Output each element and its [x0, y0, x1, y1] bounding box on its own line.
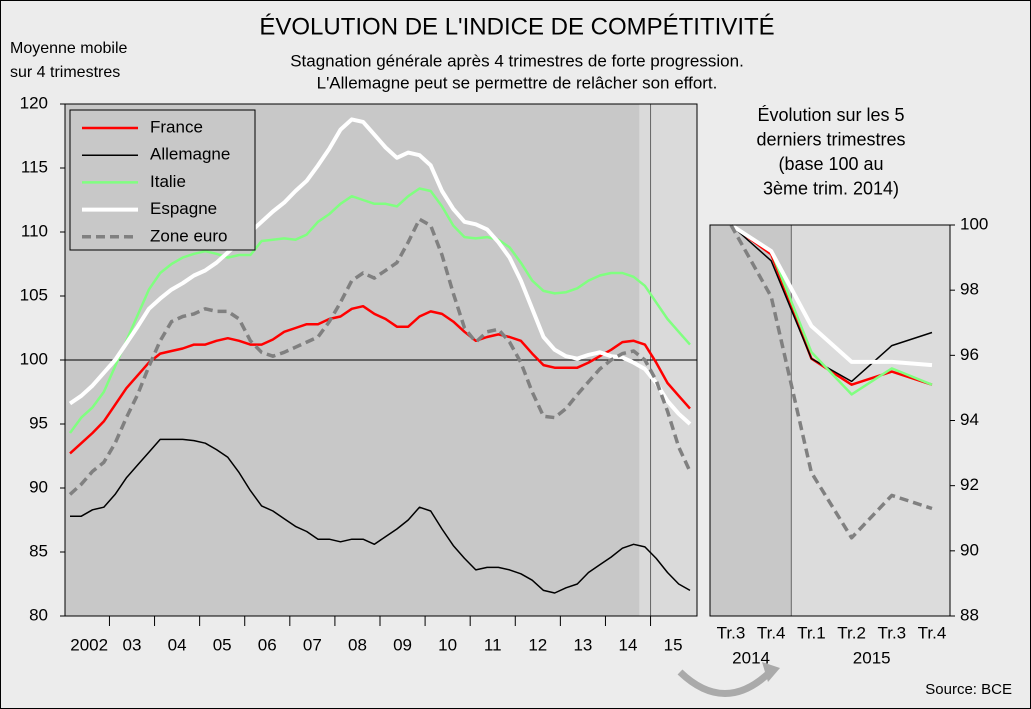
- chart-title: Évolution sur les 5: [757, 105, 904, 125]
- y-tick-label: 94: [960, 410, 979, 429]
- y-tick-label: 120: [20, 93, 48, 112]
- x-tick-label: 15: [664, 635, 683, 654]
- source: Source: BCE: [925, 681, 1012, 698]
- series-line: [729, 223, 933, 368]
- x-tick-label: Tr.4: [918, 623, 947, 642]
- subtitle: L'Allemagne peut se permettre de relâche…: [317, 73, 718, 92]
- x-tick-label: Tr.1: [797, 623, 826, 642]
- chart-title: (base 100 au: [778, 154, 883, 174]
- plot-frame: [64, 103, 698, 617]
- x-tick-label: 05: [213, 635, 232, 654]
- y-tick-label: 110: [21, 221, 48, 240]
- series-line: [730, 224, 933, 383]
- y-tick-label: 92: [960, 475, 979, 494]
- x-tick-label: 07: [303, 635, 322, 654]
- y-axis-label: Moyenne mobile: [10, 40, 128, 57]
- y-tick-label: 98: [960, 280, 979, 299]
- x-tick-label: 12: [528, 635, 547, 654]
- legend-label: France: [150, 117, 203, 136]
- y-tick-label: 88: [960, 605, 979, 624]
- y-tick-label: 90: [29, 477, 48, 496]
- legend-label: Italie: [150, 172, 186, 191]
- legend-label: Espagne: [150, 199, 217, 218]
- x-group-label: 2014: [732, 648, 770, 667]
- y-tick-label: 100: [20, 349, 48, 368]
- x-tick-label: 09: [393, 635, 412, 654]
- series-line: [68, 187, 691, 434]
- y-tick-label: 100: [960, 214, 988, 233]
- legend-label: Allemagne: [150, 145, 230, 164]
- chart-title: 3ème trim. 2014): [763, 178, 899, 198]
- y-axis-label: sur 4 trimestres: [10, 64, 120, 81]
- series-line: [70, 438, 691, 594]
- y-tick-label: 96: [960, 345, 979, 364]
- x-tick-label: 13: [573, 635, 592, 654]
- legend-label: Zone euro: [150, 226, 228, 245]
- x-tick-label: 10: [438, 635, 457, 654]
- chart-title: derniers trimestres: [756, 129, 905, 149]
- x-tick-label: 11: [484, 635, 502, 654]
- arrow-decoration: [677, 669, 773, 697]
- x-tick-label: 08: [348, 635, 367, 654]
- x-tick-label: 06: [258, 635, 277, 654]
- y-tick-label: 90: [960, 540, 979, 559]
- series-line: [69, 304, 691, 455]
- series-line: [729, 224, 933, 540]
- x-tick-label: 2002: [70, 635, 108, 654]
- x-tick-label: Tr.2: [837, 623, 866, 642]
- x-tick-label: 14: [619, 635, 638, 654]
- y-tick-label: 85: [29, 541, 48, 560]
- legend-box: [69, 109, 256, 251]
- series-line: [68, 217, 692, 496]
- x-tick-label: Tr.3: [717, 623, 746, 642]
- y-tick-label: 115: [21, 157, 48, 176]
- series-line: [68, 117, 692, 426]
- plot-frame: [709, 224, 951, 617]
- x-tick-label: 04: [168, 635, 187, 654]
- y-tick-label: 80: [29, 605, 48, 624]
- x-tick-label: Tr.4: [757, 623, 786, 642]
- x-tick-label: 03: [123, 635, 142, 654]
- subtitle: Stagnation générale après 4 trimestres d…: [290, 51, 744, 70]
- x-group-label: 2015: [853, 648, 891, 667]
- arrow-head: [762, 662, 780, 682]
- x-tick-label: Tr.3: [877, 623, 906, 642]
- base-year-area: [710, 225, 792, 616]
- y-tick-label: 95: [29, 413, 48, 432]
- chart-title: ÉVOLUTION DE L'INDICE DE COMPÉTITIVITÉ: [259, 13, 774, 40]
- y-tick-label: 105: [20, 285, 48, 304]
